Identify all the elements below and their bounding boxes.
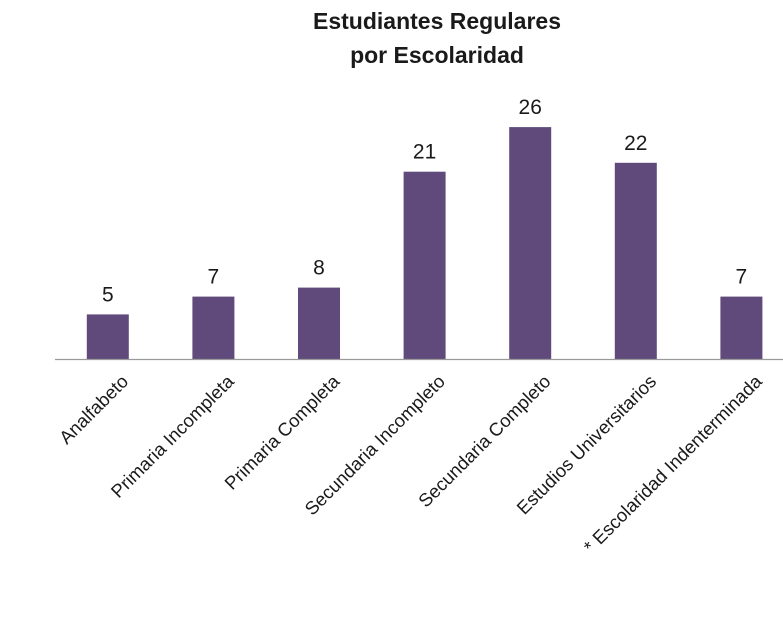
data-label-4: 26 [519,96,542,119]
bar-2 [298,287,340,359]
bar-5 [614,162,657,359]
chart-title-line-2: por Escolaridad [350,42,524,68]
bar-6 [720,296,763,359]
data-label-1: 7 [208,266,220,289]
bar-3 [403,171,446,359]
data-label-5: 22 [624,132,647,155]
bar-0 [86,314,129,359]
bars-group [86,127,763,359]
data-label-2: 8 [313,257,325,280]
bar-1 [192,296,235,359]
bar-4 [509,127,552,359]
data-label-0: 5 [102,283,114,306]
data-label-3: 21 [413,141,436,164]
tick-label-2: Primaria Completa [220,370,344,494]
tick-label-6: * Escolaridad Indenterminada [579,370,766,557]
chart-title-line-1: Estudiantes Regulares [313,8,561,34]
data-labels-group: 5 7 8 21 26 22 7 [102,96,747,306]
tick-label-0: Analfabeto [55,371,132,448]
data-label-6: 7 [736,266,748,289]
